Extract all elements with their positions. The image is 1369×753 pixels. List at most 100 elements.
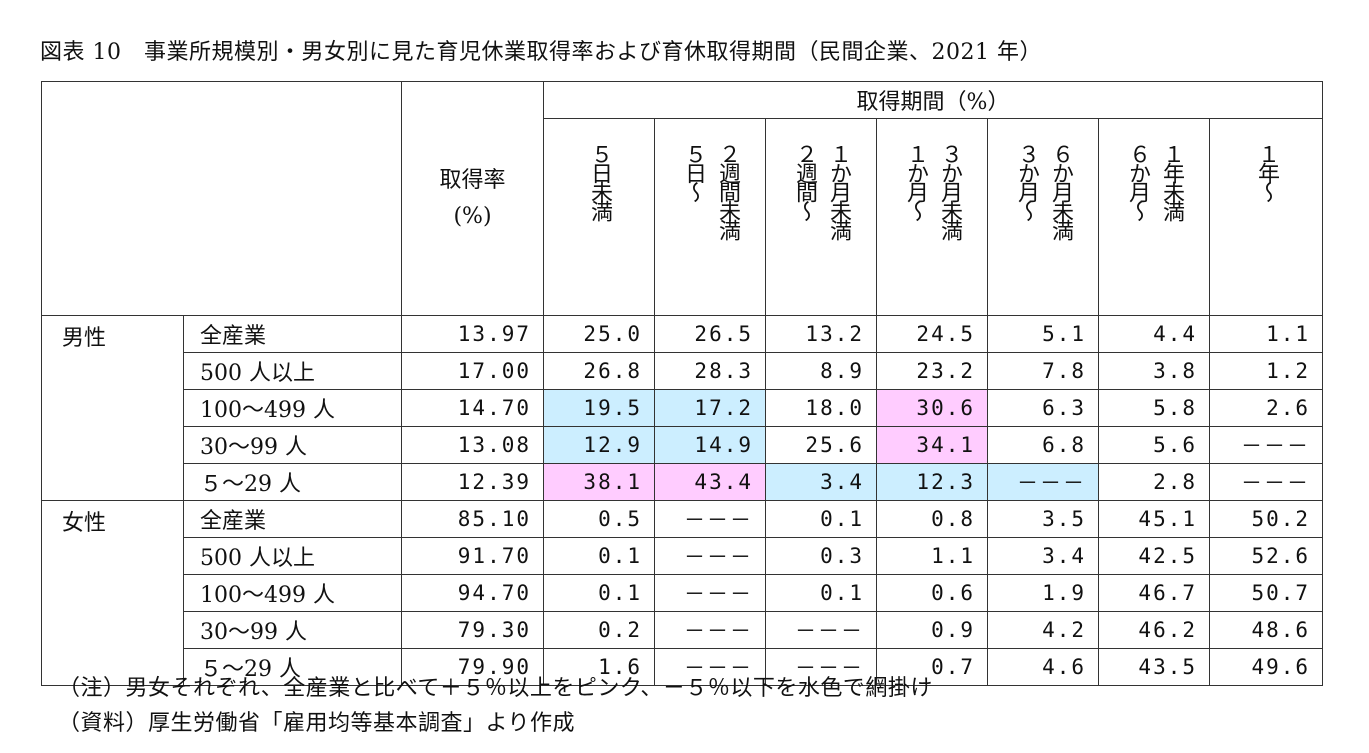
header-period-col: ２週間未満 ５日～ [654,118,766,316]
header-period-col: ６か月未満 ３か月～ [987,118,1099,316]
period-value-cell: 24.5 [876,315,988,353]
header-period-line: ２週間～ [792,143,817,219]
period-value-cell: 8.9 [765,352,877,390]
period-value-cell: 3.5 [987,500,1099,538]
period-value-cell: 50.2 [1208,500,1324,538]
size-label: 全産業 [183,500,402,538]
rate-cell: 14.70 [401,389,544,427]
period-value-cell: 28.3 [654,352,766,390]
note-highlight: （注）男女それぞれ、全産業と比べて＋５％以上をピンク、－５％以下を水色で網掛け [58,676,933,701]
period-value-cell: 5.1 [987,315,1099,353]
period-value-cell: 26.5 [654,315,766,353]
period-value-cell: －－－ [765,611,877,649]
period-value-cell: 12.3 [876,463,988,501]
period-value-cell: 5.6 [1098,426,1210,464]
period-value-cell: 0.7 [876,648,988,686]
period-value-cell: －－－ [987,463,1099,501]
period-value-cell: 12.9 [543,426,655,464]
period-value-cell: 0.9 [876,611,988,649]
period-value-cell: 1.2 [1208,352,1324,390]
period-value-cell: －－－ [1208,426,1324,464]
period-value-cell: 0.6 [876,574,988,612]
period-value-cell: 38.1 [543,463,655,501]
period-value-cell: 0.1 [543,537,655,575]
rate-cell: 13.97 [401,315,544,353]
size-label: 30～99 人 [183,611,402,649]
size-label: ５～29 人 [183,463,402,501]
header-period-line: ３か月～ [1014,143,1039,219]
period-value-cell: 42.5 [1098,537,1210,575]
size-label: ５～29 人 [183,648,402,686]
figure-title: 図表 10 事業所規模別・男女別に見た育児休業取得率および育休取得期間（民間企業… [40,40,1042,65]
period-value-cell: 25.6 [765,426,877,464]
size-label: 30～99 人 [183,426,402,464]
period-value-cell: 0.8 [876,500,988,538]
period-value-cell: 1.9 [987,574,1099,612]
header-period-line: １年～ [1254,143,1279,200]
header-period-line: １年未満 [1159,143,1184,219]
period-value-cell: 18.0 [765,389,877,427]
note-source: （資料）厚生労働省「雇用均等基本調査」より作成 [58,711,576,736]
period-value-cell: 7.8 [987,352,1099,390]
gender-label: 女性 [41,500,184,686]
header-rate-label: 取得率 [439,167,506,193]
header-period-label: １年～ [1249,143,1283,273]
header-period-line: ５日未満 [587,143,612,219]
data-table: 取得率 (%) 取得期間（%） ５日未満 ２週間未満 ５日～ １か月未満 ２週間～ ３か月… [41,81,1324,686]
period-value-cell: 19.5 [543,389,655,427]
size-label: 100～499 人 [183,389,402,427]
period-value-cell: 5.8 [1098,389,1210,427]
period-value-cell: 0.1 [765,500,877,538]
header-row-top: 取得率 (%) 取得期間（%） [41,81,1324,316]
period-value-cell: 6.8 [987,426,1099,464]
table-row: 100～499 人 14.70 19.5 17.2 18.0 30.6 6.3 5.8 2.6 [42,389,1324,427]
period-value-cell: 3.8 [1098,352,1210,390]
period-value-cell: 14.9 [654,426,766,464]
period-value-cell: 0.1 [543,574,655,612]
period-value-cell: 1.1 [876,537,988,575]
period-value-cell: －－－ [654,648,766,686]
period-value-cell: 0.1 [765,574,877,612]
header-blank-cell [41,81,402,316]
header-period-line: ５日～ [681,143,706,200]
header-period-line: １か月～ [903,143,928,219]
rate-cell: 79.90 [401,648,544,686]
period-value-cell: 13.2 [765,315,877,353]
period-value-cell: 30.6 [876,389,988,427]
period-value-cell: －－－ [1208,463,1324,501]
rate-cell: 91.70 [401,537,544,575]
size-label: 100～499 人 [183,574,402,612]
size-label: 500 人以上 [183,352,402,390]
header-period-col: ５日未満 [543,118,655,316]
period-value-cell: 49.6 [1208,648,1324,686]
header-rate-cell: 取得率 (%) [401,81,544,316]
period-value-cell: 4.6 [987,648,1099,686]
period-value-cell: 3.4 [765,463,877,501]
table-row: 500 人以上 17.00 26.8 28.3 8.9 23.2 7.8 3.8 1.2 [42,352,1324,390]
period-value-cell: 46.2 [1098,611,1210,649]
rate-cell: 79.30 [401,611,544,649]
header-period-line: ６か月～ [1125,143,1150,219]
table-row: 30～99 人 13.08 12.9 14.9 25.6 34.1 6.8 5.6 －－－ [42,426,1324,464]
period-value-cell: 52.6 [1208,537,1324,575]
rate-cell: 12.39 [401,463,544,501]
header-period-group: 取得期間（%） [542,81,1324,119]
period-value-cell: 4.2 [987,611,1099,649]
rate-cell: 17.00 [401,352,544,390]
table-row: 100～499 人 94.70 0.1 －－－ 0.1 0.6 1.9 46.7 50.7 [42,574,1324,612]
period-value-cell: 48.6 [1208,611,1324,649]
table-row: 男性 全産業 13.97 25.0 26.5 13.2 24.5 5.1 4.4 1.1 [41,315,1324,501]
period-value-cell: 2.6 [1208,389,1324,427]
header-period-label: １年未満 ６か月～ [1120,143,1188,273]
table-row: ５～29 人 12.39 38.1 43.4 3.4 12.3 －－－ 2.8 －－－ [42,463,1324,501]
header-period-label: ５日未満 [582,143,616,273]
header-period-col: １か月未満 ２週間～ [765,118,877,316]
notes: （注）男女それぞれ、全産業と比べて＋５％以上をピンク、－５％以下を水色で網掛け … [58,671,933,741]
header-period-label: ６か月未満 ３か月～ [1009,143,1077,273]
table-row: ５～29 人 79.90 1.6 －－－ －－－ 0.7 4.6 43.5 49.6 [42,648,1324,686]
period-value-cell: 2.8 [1098,463,1210,501]
rate-cell: 94.70 [401,574,544,612]
header-period-label: １か月未満 ２週間～ [787,143,855,273]
period-value-cell: －－－ [654,537,766,575]
header-period-line: ２週間未満 [715,143,740,238]
